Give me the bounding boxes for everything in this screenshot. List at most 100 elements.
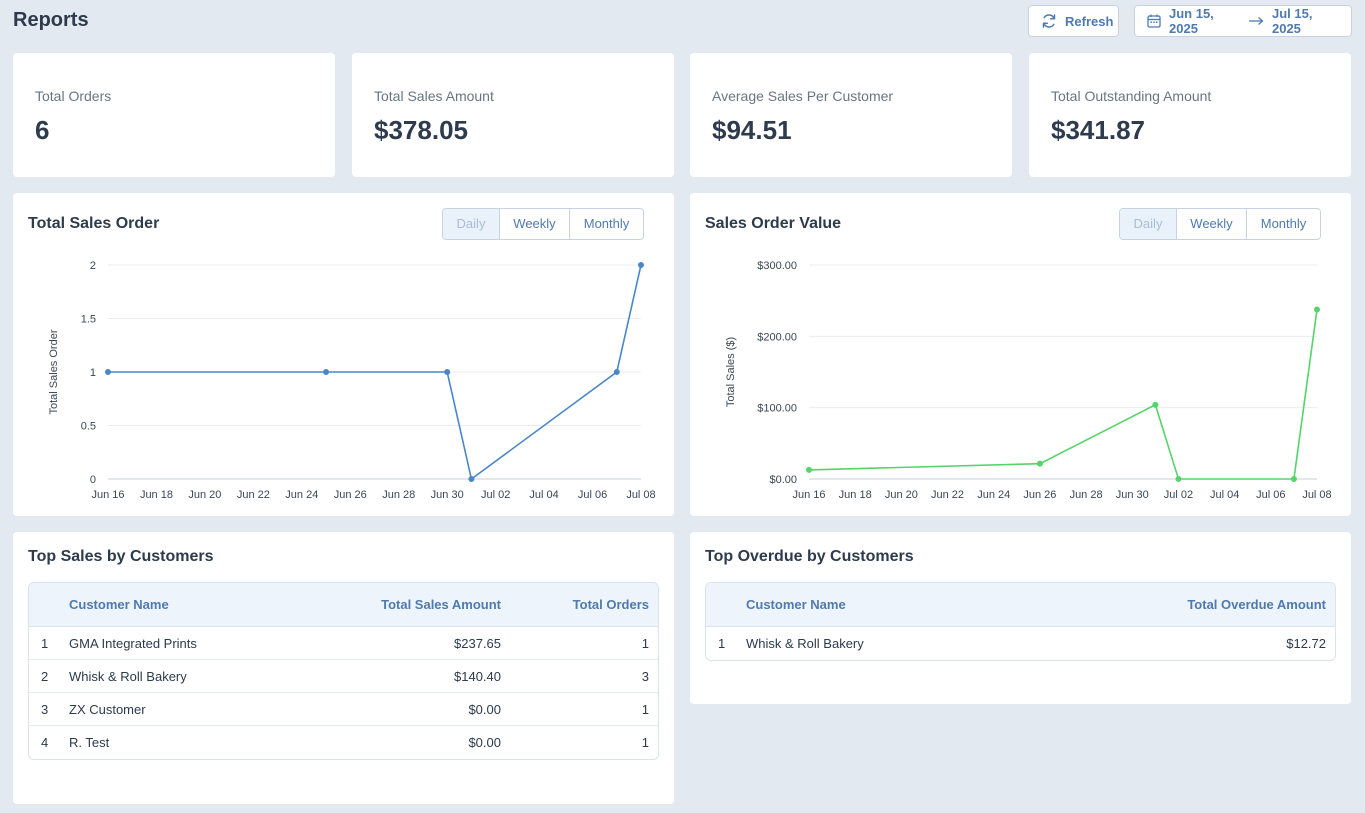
total-sales-order-chart: 0 0.5 1 1.5 2 Jun 16 Jun 18 Jun 20 Jun 22 Jun 24 J… xyxy=(48,260,656,501)
data-point[interactable] xyxy=(1175,476,1182,482)
order-count: 1 xyxy=(641,735,649,750)
stat-label: Total Outstanding Amount xyxy=(1051,88,1212,104)
row-index: 2 xyxy=(41,668,49,684)
x-tick-label: Jun 20 xyxy=(885,489,918,501)
order-count: 1 xyxy=(641,635,649,651)
data-point[interactable] xyxy=(613,369,620,375)
chart-title: Sales Order Value xyxy=(705,215,842,232)
data-point[interactable] xyxy=(1036,460,1043,467)
x-tick-label: Jun 16 xyxy=(792,489,825,501)
column-header-amount[interactable]: Total Sales Amount xyxy=(381,597,501,612)
column-header-orders[interactable]: Total Orders xyxy=(572,597,649,612)
x-tick-label: Jun 22 xyxy=(931,489,964,501)
stat-label: Total Sales Amount xyxy=(374,88,494,104)
x-tick-label: Jun 30 xyxy=(431,489,464,501)
top-sales-card: Top Sales by Customers Customer Name Tot… xyxy=(13,532,674,804)
data-point[interactable] xyxy=(105,369,111,375)
x-tick-label: Jun 28 xyxy=(382,489,415,501)
sales-order-value-chart: $0.00 $100.00 $200.00 $300.00 Jun 16 Jun 18 Ju… xyxy=(725,260,1332,501)
x-tick-label: Jul 08 xyxy=(1302,489,1331,501)
data-point[interactable] xyxy=(444,369,451,375)
y-tick-label: $300.00 xyxy=(757,260,797,272)
stat-card-total-orders: Total Orders 6 xyxy=(13,53,335,177)
data-point[interactable] xyxy=(1290,476,1297,482)
y-tick-label: 1 xyxy=(90,367,96,379)
data-point[interactable] xyxy=(323,369,330,375)
stat-value: $341.87 xyxy=(1051,115,1145,145)
order-count: 1 xyxy=(641,701,649,717)
data-point[interactable] xyxy=(1314,306,1320,313)
column-header-overdue[interactable]: Total Overdue Amount xyxy=(1187,597,1326,612)
series-line xyxy=(808,309,1318,480)
x-tick-label: Jun 18 xyxy=(140,489,173,501)
stat-value: 6 xyxy=(35,115,50,145)
y-tick-label: 0 xyxy=(90,474,96,486)
table-row[interactable]: 4 R. Test $0.00 1 xyxy=(29,726,658,759)
x-tick-label: Jun 20 xyxy=(188,489,221,501)
top-sales-table: Customer Name Total Sales Amount Total O… xyxy=(28,582,659,760)
sales-amount: $140.40 xyxy=(454,668,501,684)
stat-card-total-sales: Total Sales Amount $378.05 xyxy=(352,53,674,177)
x-tick-label: Jul 06 xyxy=(1256,489,1285,501)
x-tick-label: Jul 04 xyxy=(529,489,558,501)
x-tick-label: Jun 18 xyxy=(839,489,872,501)
column-header-customer[interactable]: Customer Name xyxy=(746,597,846,612)
table-header: Customer Name Total Sales Amount Total O… xyxy=(29,583,658,627)
y-tick-label: $100.00 xyxy=(757,403,797,415)
customer-name: R. Test xyxy=(69,735,110,750)
table-row[interactable]: 1 GMA Integrated Prints $237.65 1 xyxy=(29,627,658,660)
sales-amount: $237.65 xyxy=(454,635,501,651)
table-row[interactable]: 2 Whisk & Roll Bakery $140.40 3 xyxy=(29,660,658,693)
x-tick-label: Jul 08 xyxy=(626,489,655,501)
table-header: Customer Name Total Overdue Amount xyxy=(706,583,1335,627)
x-tick-label: Jun 26 xyxy=(334,489,367,501)
y-axis-label: Total Sales Order xyxy=(48,329,60,414)
customer-name: Whisk & Roll Bakery xyxy=(746,636,864,651)
range-weekly-button[interactable]: Weekly xyxy=(499,209,569,239)
x-tick-label: Jun 28 xyxy=(1070,489,1103,501)
y-axis-label: Total Sales ($) xyxy=(725,337,737,407)
refresh-button[interactable]: Refresh xyxy=(1028,5,1119,37)
x-tick-label: Jun 26 xyxy=(1023,489,1056,501)
overdue-amount: $12.72 xyxy=(1286,636,1326,651)
data-point[interactable] xyxy=(638,262,644,268)
sales-amount: $0.00 xyxy=(468,735,501,750)
table-title: Top Overdue by Customers xyxy=(705,548,914,565)
range-toggle: Daily Weekly Monthly xyxy=(442,208,644,240)
row-index: 1 xyxy=(718,636,726,651)
x-tick-label: Jun 22 xyxy=(237,489,270,501)
date-range-picker[interactable]: Jun 15, 2025 Jul 15, 2025 xyxy=(1134,5,1352,37)
date-end: Jul 15, 2025 xyxy=(1271,6,1313,36)
sales-order-value-card: Sales Order Value Daily Weekly Monthly $… xyxy=(690,193,1351,516)
x-tick-label: Jun 30 xyxy=(1116,489,1149,501)
top-overdue-card: Top Overdue by Customers Customer Name T… xyxy=(690,532,1351,704)
range-daily-button[interactable]: Daily xyxy=(1120,209,1176,239)
data-point[interactable] xyxy=(806,466,812,473)
data-point[interactable] xyxy=(468,476,475,482)
customer-name: Whisk & Roll Bakery xyxy=(69,668,187,684)
range-monthly-button[interactable]: Monthly xyxy=(1246,209,1320,239)
refresh-label: Refresh xyxy=(1065,13,1114,29)
y-tick-label: $0.00 xyxy=(769,474,797,486)
stat-label: Average Sales Per Customer xyxy=(712,88,894,104)
stat-card-average-sales: Average Sales Per Customer $94.51 xyxy=(690,53,1012,177)
range-monthly-button[interactable]: Monthly xyxy=(569,209,643,239)
range-daily-button[interactable]: Daily xyxy=(443,209,499,239)
x-tick-label: Jul 02 xyxy=(481,489,510,501)
table-row[interactable]: 1 Whisk & Roll Bakery $12.72 xyxy=(706,627,1335,660)
data-point[interactable] xyxy=(1152,401,1159,408)
customer-name: GMA Integrated Prints xyxy=(69,635,197,651)
stat-value: $378.05 xyxy=(374,115,468,145)
table-row[interactable]: 3 ZX Customer $0.00 1 xyxy=(29,693,658,726)
y-tick-label: $200.00 xyxy=(757,331,797,343)
x-tick-label: Jun 16 xyxy=(91,489,124,501)
x-tick-label: Jun 24 xyxy=(977,489,1010,501)
y-tick-label: 2 xyxy=(90,260,96,272)
stat-label: Total Orders xyxy=(35,88,112,104)
range-weekly-button[interactable]: Weekly xyxy=(1176,209,1246,239)
page-title: Reports xyxy=(13,9,89,31)
x-tick-label: Jul 06 xyxy=(578,489,607,501)
column-header-customer[interactable]: Customer Name xyxy=(69,597,169,612)
series-line xyxy=(108,264,642,481)
chart-title: Total Sales Order xyxy=(28,215,160,232)
